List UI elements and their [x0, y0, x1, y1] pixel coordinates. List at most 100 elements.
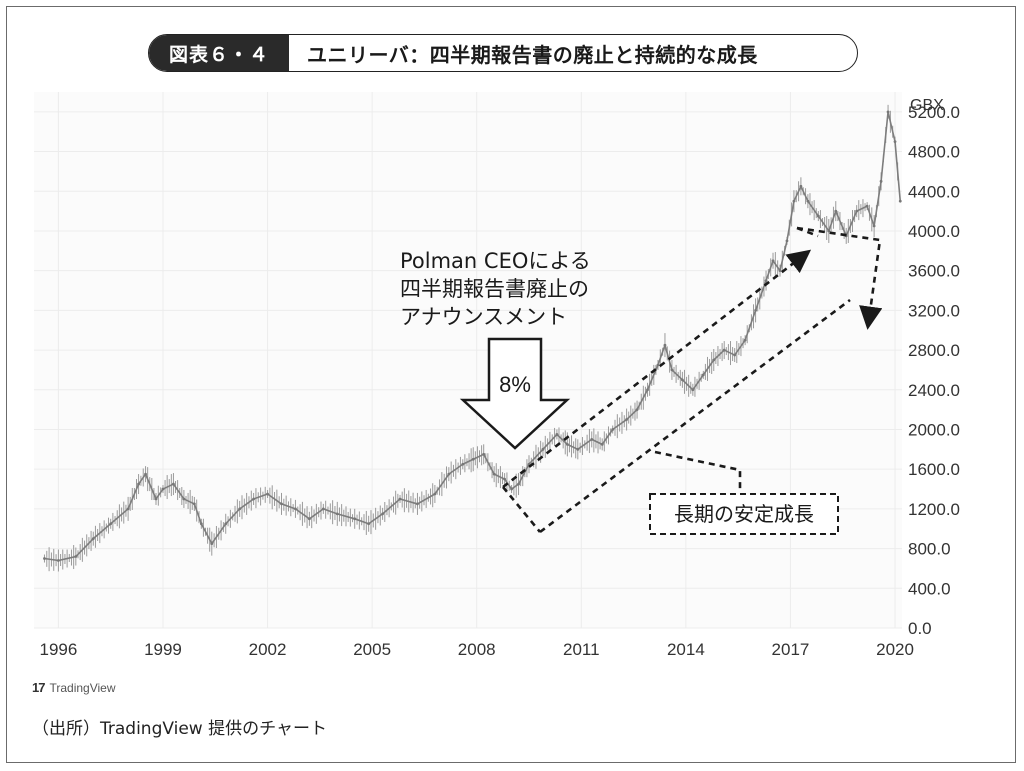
- y-tick-label: 400.0: [908, 579, 951, 598]
- price-point: [691, 388, 695, 392]
- price-point: [461, 462, 465, 466]
- x-tick-label: 2011: [563, 640, 600, 659]
- price-point: [510, 487, 513, 491]
- y-tick-label: 4400.0: [908, 182, 960, 201]
- x-tick-label: 2014: [667, 640, 705, 659]
- y-tick-label: 1200.0: [908, 500, 960, 519]
- price-point: [611, 428, 615, 431]
- price-point: [785, 239, 789, 243]
- price-point: [590, 438, 594, 441]
- x-tick-label: 2017: [772, 640, 810, 659]
- channel-right-edge-top: [796, 226, 819, 238]
- price-point: [294, 507, 297, 511]
- price-point: [199, 522, 203, 526]
- tradingview-logo: 17 TradingView: [32, 680, 116, 695]
- announcement-line-2: 四半期報告書廃止の: [400, 277, 589, 301]
- price-point: [555, 433, 559, 436]
- price-point: [625, 418, 629, 421]
- price-point: [565, 442, 569, 446]
- price-point: [154, 497, 158, 501]
- axes: 0.0 400.0 800.0 1200.0 1600.0 2000.0 2400.0 280…: [39, 103, 960, 659]
- price-point: [252, 497, 256, 501]
- price-point: [872, 224, 876, 228]
- price-point: [886, 110, 890, 114]
- y-tick-label: 5200.0: [908, 103, 960, 122]
- price-point: [541, 447, 545, 451]
- price-point: [353, 517, 357, 521]
- price-point: [471, 457, 475, 461]
- price-point: [517, 482, 520, 486]
- price-point: [834, 209, 838, 213]
- price-point: [238, 507, 242, 511]
- price-point: [865, 204, 869, 208]
- price-point: [754, 308, 757, 312]
- price-point: [266, 492, 269, 496]
- price-point: [321, 507, 325, 511]
- price-point: [670, 368, 674, 372]
- figure-title: ユニリーバ：四半期報告書の廃止と持続的な成長: [307, 42, 758, 67]
- price-point: [416, 502, 419, 506]
- y-tick-label: 2800.0: [908, 341, 960, 360]
- trend-channel: [501, 226, 883, 534]
- price-point: [335, 512, 339, 516]
- price-line: [44, 111, 902, 562]
- trend-label-box: [649, 493, 839, 535]
- price-point: [482, 452, 486, 456]
- x-tick-label: 2008: [458, 640, 496, 659]
- y-tick-label: 2400.0: [908, 381, 960, 400]
- tradingview-logo-text: TradingView: [49, 680, 116, 695]
- y-tick-label: 4800.0: [908, 143, 960, 162]
- announcement-annotation: Polman CEOによる 四半期報告書廃止の アナウンスメント: [400, 249, 591, 329]
- announcement-arrow: [459, 337, 571, 450]
- price-point: [109, 522, 113, 526]
- price-point: [503, 477, 507, 481]
- price-point: [367, 522, 371, 526]
- x-tick-label: 2002: [249, 640, 287, 659]
- price-point: [898, 199, 902, 203]
- grid-lines: [34, 92, 902, 629]
- price-point: [576, 447, 580, 451]
- price-point: [381, 512, 384, 516]
- announcement-line-1: Polman CEOによる: [400, 249, 591, 273]
- x-tick-label: 1999: [144, 640, 182, 659]
- price-point: [733, 353, 737, 357]
- price-point: [447, 472, 451, 476]
- price-point: [816, 214, 820, 218]
- y-tick-label: 3200.0: [908, 301, 960, 320]
- price-point: [646, 388, 649, 392]
- x-tick-label: 2005: [353, 640, 391, 659]
- price-point: [91, 537, 95, 541]
- price-point: [144, 472, 147, 476]
- price-point: [656, 363, 660, 367]
- y-axis-unit: GBX: [910, 97, 944, 114]
- price-point: [210, 542, 214, 546]
- price-point: [701, 373, 705, 377]
- y-tick-label: 1600.0: [908, 460, 960, 479]
- price-point: [663, 343, 667, 347]
- price-point: [799, 184, 803, 188]
- price-series: [43, 104, 902, 572]
- price-point: [126, 507, 130, 511]
- y-tick-label: 4000.0: [908, 222, 960, 241]
- price-point: [433, 492, 437, 496]
- trend-label: 長期の安定成長: [674, 502, 814, 526]
- price-point: [43, 557, 46, 560]
- channel-left-edge: [501, 486, 542, 533]
- tradingview-icon: 17: [32, 680, 46, 695]
- trend-label-leader: [654, 450, 742, 492]
- y-tick-label: 800.0: [908, 540, 951, 559]
- price-point: [280, 502, 283, 506]
- source-note: （出所）TradingView 提供のチャート: [32, 719, 327, 739]
- channel-lower-line: [539, 298, 851, 534]
- price-point: [722, 348, 726, 352]
- price-point: [806, 199, 810, 203]
- price-point: [398, 497, 402, 501]
- plot-area: [34, 92, 902, 628]
- price-point: [771, 259, 775, 263]
- price-point: [792, 199, 796, 203]
- price-point: [680, 378, 684, 382]
- price-point: [307, 517, 311, 521]
- price-point: [172, 482, 175, 486]
- price-point: [492, 472, 496, 476]
